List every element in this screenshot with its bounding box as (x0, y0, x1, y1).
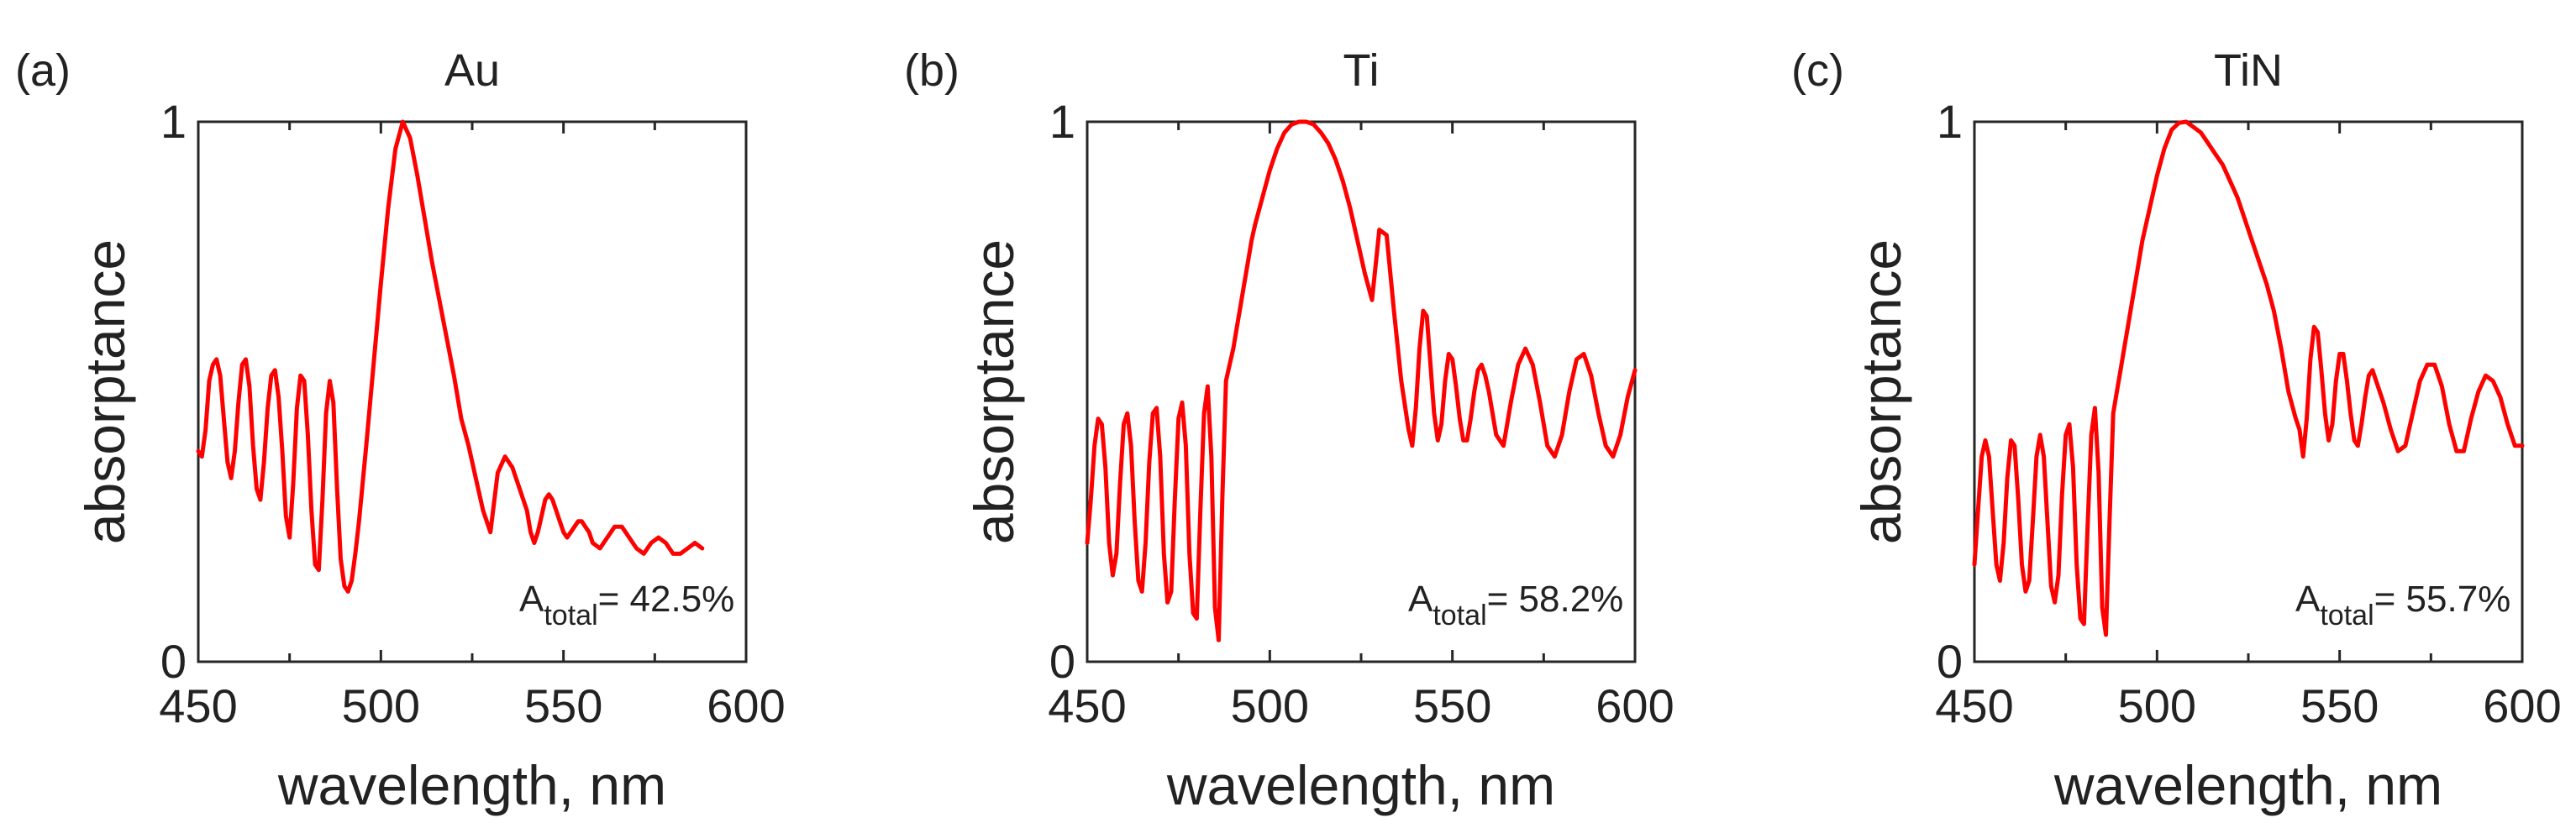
x-tick-label: 450 (159, 679, 237, 732)
x-tick-label: 600 (707, 679, 785, 732)
annotation-subscript: total (1433, 600, 1486, 631)
panel-title: Ti (1343, 45, 1380, 96)
y-axis-label: absorptance (963, 239, 1025, 544)
total-absorptance-annotation: Atotal= 55.7% (2295, 579, 2510, 631)
panel-label: (a) (15, 45, 71, 96)
annotation-value: = 58.2% (1487, 579, 1624, 620)
y-tick-label: 0 (1049, 635, 1075, 688)
panel-2: 450 500 550 600 0 1 Ti (b) wavelength, nm absorpt… (904, 45, 1674, 816)
y-axis-label: absorptance (74, 239, 136, 544)
panel-label: (c) (1791, 45, 1844, 96)
x-tick-label: 450 (1935, 679, 2013, 732)
annotation-symbol: A (519, 579, 544, 620)
panel-1: 450 500 550 600 0 1 Au (a) wavelength, nm absorpt… (15, 45, 786, 816)
y-tick-label: 1 (160, 95, 187, 148)
annotation-value: = 55.7% (2374, 579, 2511, 620)
x-tick-label: 500 (342, 679, 420, 732)
x-tick-label: 600 (1596, 679, 1674, 732)
x-axis-label: wavelength, nm (2053, 754, 2442, 816)
x-tick-label: 500 (2118, 679, 2196, 732)
x-tick-label: 550 (2300, 679, 2379, 732)
y-axis-label: absorptance (1850, 239, 1912, 544)
y-tick-label: 1 (1049, 95, 1075, 148)
annotation-subscript: total (544, 600, 597, 631)
y-tick-label: 1 (1937, 95, 1963, 148)
x-tick-label: 450 (1048, 679, 1126, 732)
x-tick-label: 550 (1413, 679, 1491, 732)
absorptance-curve (1085, 119, 1638, 642)
annotation-symbol: A (2295, 579, 2321, 620)
y-tick-label: 0 (1937, 635, 1963, 688)
absorptance-curve (1972, 119, 2525, 637)
x-tick-label: 600 (2483, 679, 2561, 732)
panel-label: (b) (904, 45, 959, 96)
absorptance-curve (196, 119, 705, 594)
annotation-symbol: A (1408, 579, 1433, 620)
x-tick-label: 500 (1231, 679, 1309, 732)
y-tick-label: 0 (160, 635, 187, 688)
x-axis-label: wavelength, nm (277, 754, 666, 816)
panel-title: TiN (2214, 45, 2283, 96)
total-absorptance-annotation: Atotal= 42.5% (519, 579, 734, 631)
annotation-value: = 42.5% (598, 579, 735, 620)
x-tick-label: 550 (524, 679, 602, 732)
panel-3: 450 500 550 600 0 1 TiN (c) wavelength, nm absorp… (1791, 45, 2562, 816)
panel-title: Au (444, 45, 500, 96)
total-absorptance-annotation: Atotal= 58.2% (1408, 579, 1623, 631)
x-axis-label: wavelength, nm (1166, 754, 1555, 816)
annotation-subscript: total (2320, 600, 2374, 631)
